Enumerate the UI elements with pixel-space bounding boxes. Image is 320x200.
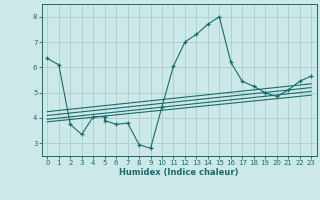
- X-axis label: Humidex (Indice chaleur): Humidex (Indice chaleur): [119, 168, 239, 177]
